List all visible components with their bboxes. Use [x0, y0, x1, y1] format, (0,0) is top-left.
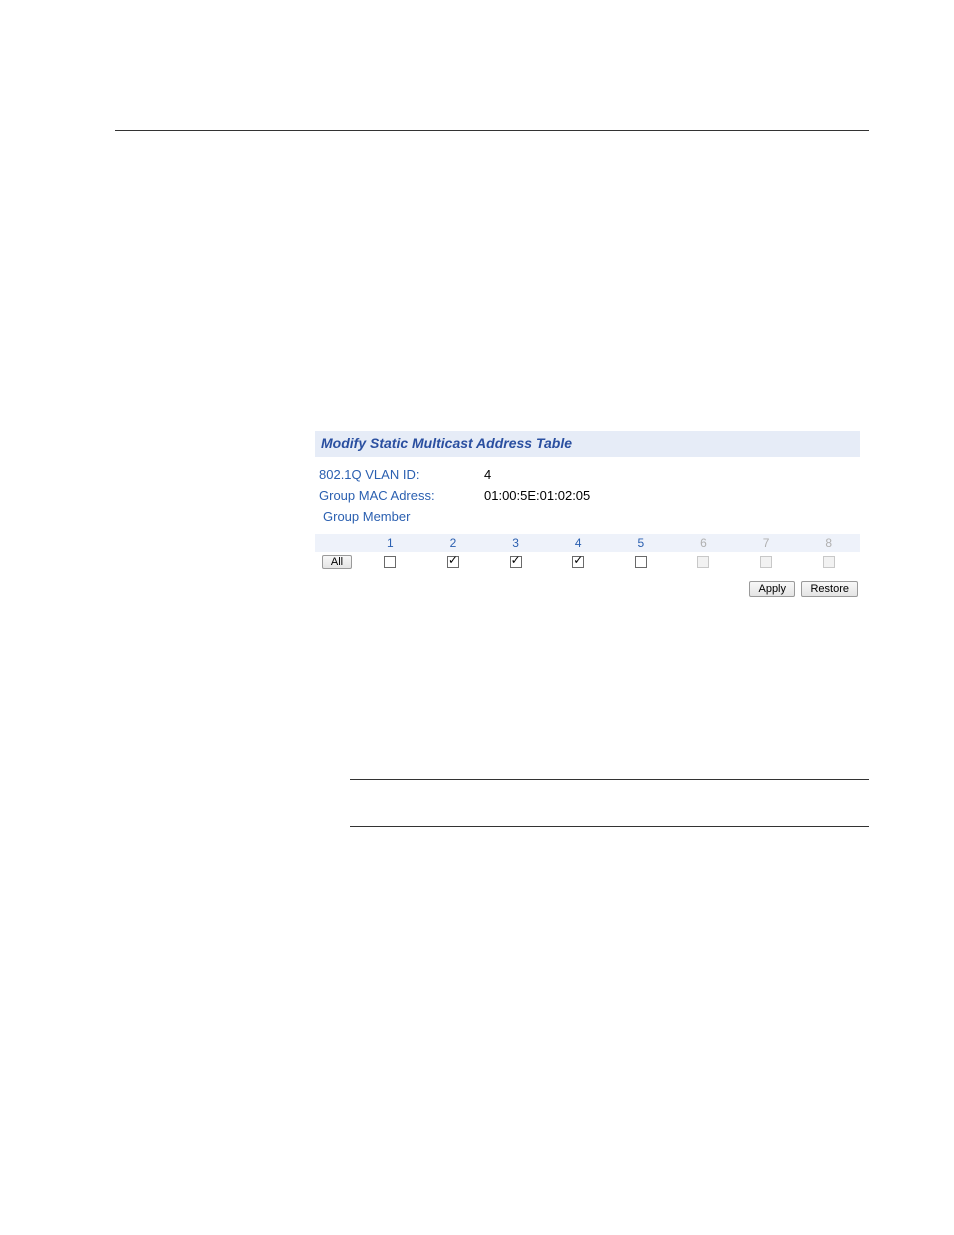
- port-cell-3: [484, 555, 547, 569]
- note-rules: [350, 779, 869, 827]
- horizontal-rule-mid-1: [350, 779, 869, 780]
- apply-button[interactable]: Apply: [749, 581, 795, 597]
- port-header-3: 3: [484, 534, 547, 552]
- multicast-panel: Modify Static Multicast Address Table 80…: [315, 431, 860, 599]
- all-button[interactable]: All: [322, 555, 352, 569]
- port-header-8: 8: [797, 534, 860, 552]
- port-checkbox-8: [823, 556, 835, 568]
- header-spacer: [315, 534, 359, 552]
- port-check-row: All: [315, 552, 860, 573]
- panel-title-bar: Modify Static Multicast Address Table: [315, 431, 860, 457]
- port-header-7: 7: [735, 534, 798, 552]
- port-header-6: 6: [672, 534, 735, 552]
- port-cell-6: [672, 555, 735, 569]
- vlan-value: 4: [484, 467, 491, 482]
- port-header-1: 1: [359, 534, 422, 552]
- port-checkbox-5[interactable]: [635, 556, 647, 568]
- panel-title: Modify Static Multicast Address Table: [321, 435, 572, 451]
- mac-row: Group MAC Adress: 01:00:5E:01:02:05: [319, 488, 856, 503]
- port-cell-5: [610, 555, 673, 569]
- group-member-label: Group Member: [323, 509, 856, 524]
- port-cell-1: [359, 555, 422, 569]
- horizontal-rule-top: [115, 130, 869, 131]
- document-page: Modify Static Multicast Address Table 80…: [0, 130, 954, 827]
- port-header-5: 5: [610, 534, 673, 552]
- port-header-4: 4: [547, 534, 610, 552]
- port-header-row: 12345678: [315, 534, 860, 552]
- port-cell-7: [735, 555, 798, 569]
- button-row: Apply Restore: [315, 573, 860, 599]
- port-header-2: 2: [422, 534, 485, 552]
- port-checkbox-7: [760, 556, 772, 568]
- port-checkbox-2[interactable]: [447, 556, 459, 568]
- port-checkbox-4[interactable]: [572, 556, 584, 568]
- mac-value: 01:00:5E:01:02:05: [484, 488, 590, 503]
- port-checkbox-6: [697, 556, 709, 568]
- vlan-label: 802.1Q VLAN ID:: [319, 467, 484, 482]
- mac-label: Group MAC Adress:: [319, 488, 484, 503]
- port-checkbox-3[interactable]: [510, 556, 522, 568]
- horizontal-rule-mid-2: [350, 826, 869, 827]
- vlan-row: 802.1Q VLAN ID: 4: [319, 467, 856, 482]
- port-cell-8: [797, 555, 860, 569]
- info-block: 802.1Q VLAN ID: 4 Group MAC Adress: 01:0…: [315, 457, 860, 534]
- port-cell-4: [547, 555, 610, 569]
- port-checkbox-1[interactable]: [384, 556, 396, 568]
- restore-button[interactable]: Restore: [801, 581, 858, 597]
- port-cell-2: [422, 555, 485, 569]
- all-cell: All: [315, 554, 359, 569]
